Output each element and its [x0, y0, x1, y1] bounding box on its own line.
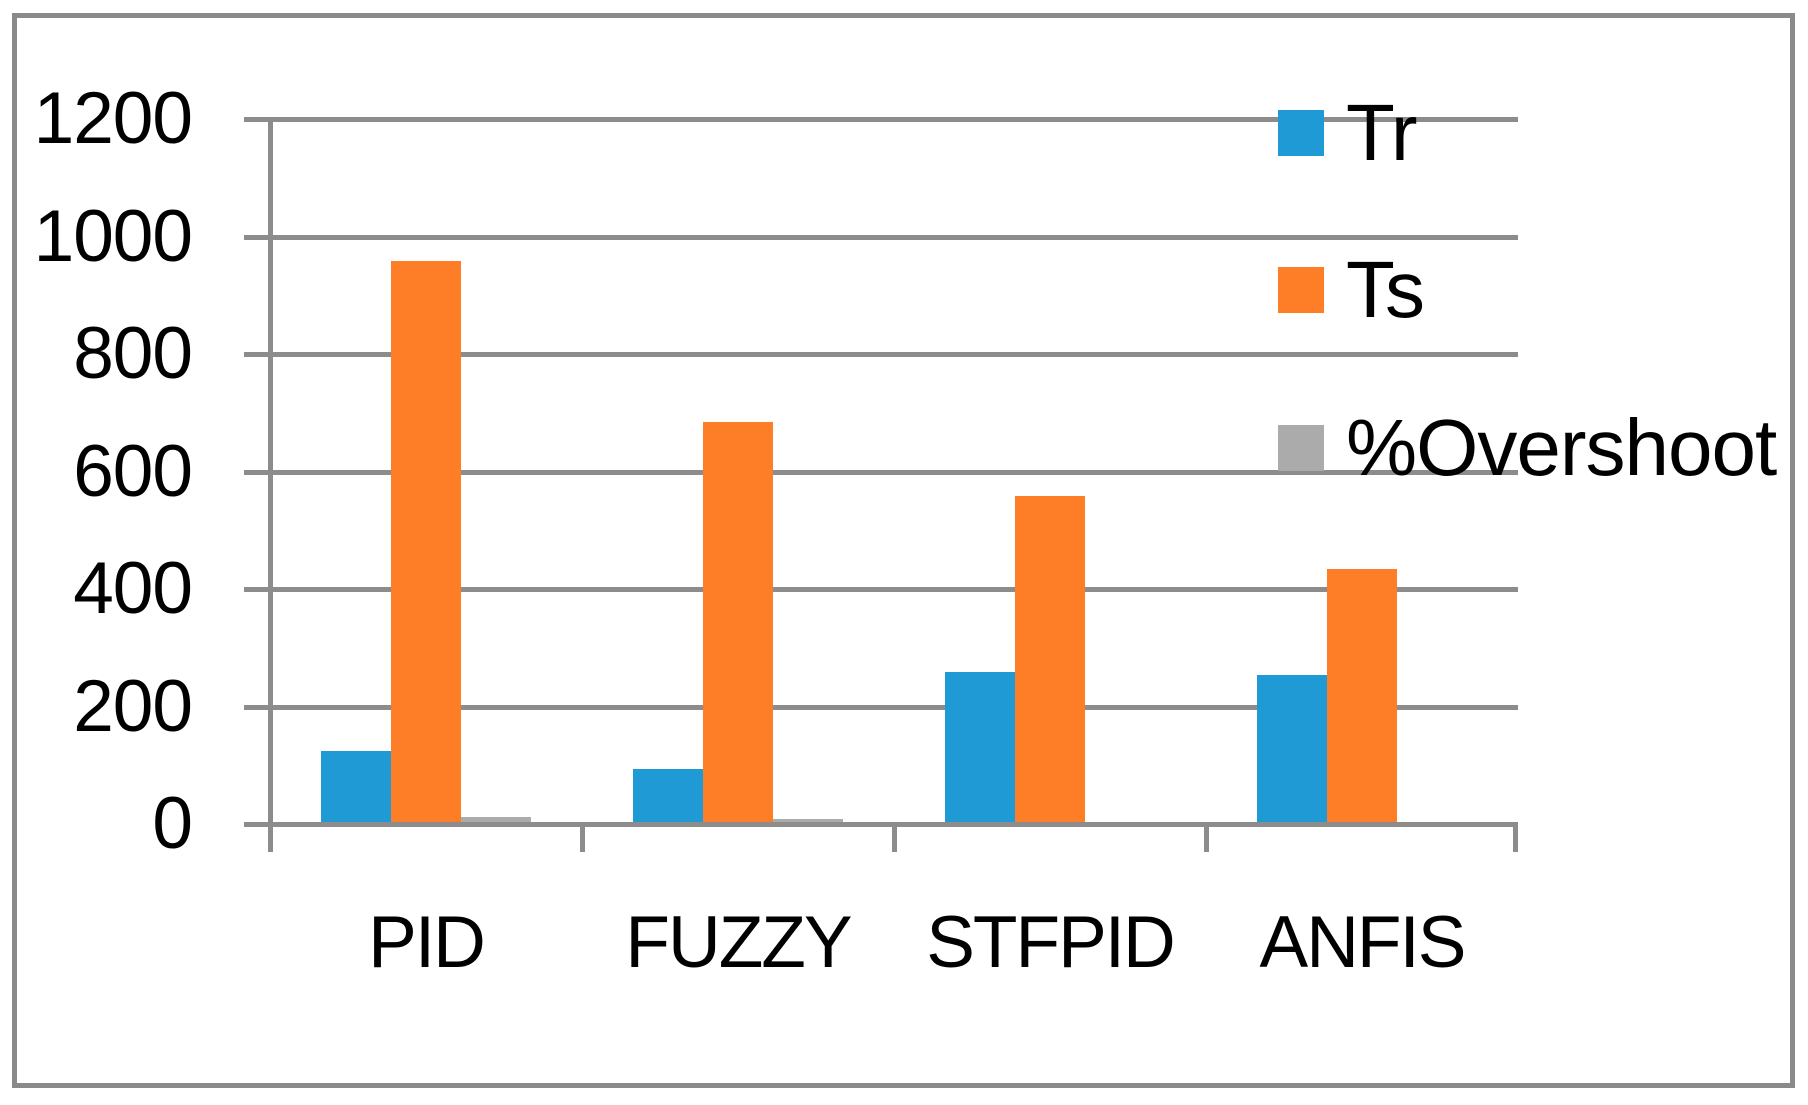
- bar-tr-anfis: [1257, 675, 1327, 822]
- bar-ts-stfpid: [1015, 496, 1085, 822]
- category-separator-tick: [580, 824, 585, 852]
- legend-label-tr: Tr: [1346, 88, 1418, 177]
- y-tick-label-1000: 1000: [33, 196, 193, 277]
- category-separator-tick: [892, 824, 897, 852]
- legend-swatch-tr: [1278, 110, 1324, 156]
- x-tick-label-stfpid: STFPID: [926, 902, 1176, 983]
- legend-swatch-ts: [1278, 267, 1324, 313]
- legend-item-ts: Ts: [1278, 245, 1425, 334]
- bar-tr-pid: [321, 751, 391, 822]
- bar-ts-fuzzy: [703, 422, 773, 822]
- legend-item-overshoot: %Overshoot: [1278, 403, 1777, 492]
- x-tick-label-fuzzy: FUZZY: [625, 902, 852, 983]
- gridline-600: [244, 470, 1518, 475]
- gridline-800: [244, 352, 1518, 357]
- y-tick-label-600: 600: [73, 431, 193, 512]
- legend-label-overshoot: %Overshoot: [1346, 403, 1777, 492]
- y-tick-label-400: 400: [73, 548, 193, 629]
- bar-ts-anfis: [1327, 569, 1397, 822]
- legend-swatch-overshoot: [1278, 425, 1324, 471]
- gridline-200: [244, 705, 1518, 710]
- bar-tr-stfpid: [945, 672, 1015, 822]
- category-separator-tick: [1204, 824, 1209, 852]
- y-tick-label-800: 800: [73, 313, 193, 394]
- gridline-1200: [244, 117, 1518, 122]
- legend-item-tr: Tr: [1278, 88, 1418, 177]
- y-axis-line: [268, 119, 273, 852]
- x-axis-line: [244, 822, 1518, 827]
- gridline-400: [244, 587, 1518, 592]
- gridline-1000: [244, 235, 1518, 240]
- bar-ts-pid: [391, 261, 461, 822]
- chart-outer-border: [12, 13, 1795, 1088]
- bar-tr-fuzzy: [633, 769, 703, 822]
- y-tick-label-1200: 1200: [33, 78, 193, 159]
- x-tick-label-pid: PID: [368, 902, 486, 983]
- bar-overshoot-fuzzy: [773, 819, 843, 822]
- x-tick-label-anfis: ANFIS: [1259, 902, 1467, 983]
- category-separator-tick: [1513, 824, 1518, 852]
- y-tick-label-0: 0: [152, 783, 193, 864]
- legend-label-ts: Ts: [1346, 245, 1425, 334]
- bar-overshoot-pid: [461, 817, 531, 822]
- y-tick-label-200: 200: [73, 666, 193, 747]
